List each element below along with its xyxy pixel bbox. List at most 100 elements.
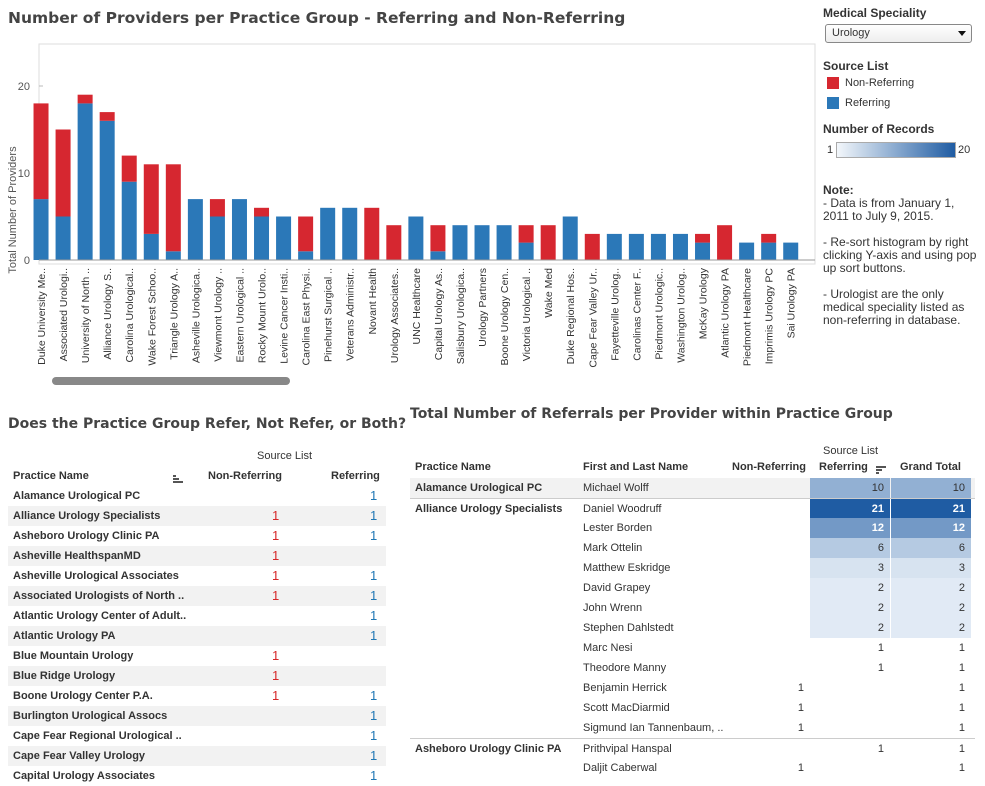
table-row[interactable]: Capital Urology Associates 1: [8, 766, 386, 786]
table-row[interactable]: Stephen Dahlstedt 2 2: [410, 618, 975, 638]
bar-non-referring[interactable]: [540, 225, 556, 260]
bar-referring[interactable]: [320, 207, 336, 260]
table-row[interactable]: Alamance Urological PC Michael Wolff 10 10: [410, 478, 975, 498]
speciality-dropdown[interactable]: Urology: [825, 24, 972, 43]
bar-non-referring[interactable]: [254, 207, 270, 217]
bar-referring[interactable]: [783, 242, 799, 260]
bar-referring[interactable]: [739, 242, 755, 260]
bar-non-referring[interactable]: [143, 164, 159, 234]
category-label[interactable]: Carolina Urological..: [124, 268, 136, 363]
table-row[interactable]: Atlantic Urology PA 1: [8, 626, 386, 646]
bar-referring[interactable]: [33, 199, 49, 260]
bar-referring[interactable]: [518, 242, 534, 260]
table-row[interactable]: Sigmund Ian Tannenbaum, .. 1 1: [410, 718, 975, 738]
bar-referring[interactable]: [55, 216, 71, 261]
right-col-name[interactable]: First and Last Name: [583, 461, 689, 473]
bar-referring[interactable]: [606, 233, 622, 260]
bar-referring[interactable]: [187, 199, 203, 260]
bar-non-referring[interactable]: [77, 94, 93, 104]
table-row[interactable]: Atlantic Urology Center of Adult.. 1: [8, 606, 386, 626]
category-label[interactable]: Wake Forest Schoo..: [146, 268, 158, 366]
left-col-practice[interactable]: Practice Name: [13, 470, 89, 482]
category-label[interactable]: Capital Urology As..: [433, 268, 445, 360]
bar-non-referring[interactable]: [165, 164, 181, 252]
category-label[interactable]: Novant Health: [367, 268, 379, 335]
category-label[interactable]: Levine Cancer Insti..: [279, 268, 291, 364]
bar-referring[interactable]: [143, 233, 159, 260]
table-row[interactable]: Daljit Caberwal 1 1: [410, 758, 975, 778]
category-label[interactable]: Imprimis Urology PC: [764, 268, 776, 365]
table-row[interactable]: Benjamin Herrick 1 1: [410, 678, 975, 698]
category-label[interactable]: Alliance Urology S..: [102, 268, 114, 360]
bar-non-referring[interactable]: [430, 225, 446, 252]
bar-referring[interactable]: [276, 216, 292, 261]
bar-non-referring[interactable]: [386, 225, 402, 260]
chart-horizontal-scrollbar[interactable]: [52, 377, 290, 385]
category-label[interactable]: Pinehurst Surgical ..: [323, 268, 335, 362]
bar-referring[interactable]: [452, 225, 468, 260]
bar-non-referring[interactable]: [518, 225, 534, 243]
table-row[interactable]: Scott MacDiarmid 1 1: [410, 698, 975, 718]
category-label[interactable]: Fayetteville Urolog..: [609, 268, 621, 361]
bar-referring[interactable]: [77, 103, 93, 261]
category-label[interactable]: Rocky Mount Urolo..: [257, 268, 269, 363]
right-col-grand-total[interactable]: Grand Total: [900, 461, 961, 473]
bar-referring[interactable]: [298, 251, 314, 260]
table-row[interactable]: Marc Nesi 1 1: [410, 638, 975, 658]
table-row[interactable]: Blue Mountain Urology 1: [8, 646, 386, 666]
bar-referring[interactable]: [165, 251, 181, 260]
category-label[interactable]: Carolinas Center F..: [631, 268, 643, 361]
bar-non-referring[interactable]: [717, 225, 733, 260]
category-label[interactable]: Asheville Urologica..: [190, 268, 202, 363]
category-label[interactable]: Viewmont Urology ..: [212, 268, 224, 362]
bar-non-referring[interactable]: [55, 129, 71, 217]
table-row[interactable]: Lester Borden 12 12: [410, 518, 975, 538]
category-label[interactable]: Veterans Administr..: [345, 268, 357, 361]
bar-non-referring[interactable]: [584, 233, 600, 260]
bar-referring[interactable]: [650, 233, 666, 260]
category-label[interactable]: University of North ..: [80, 268, 92, 363]
table-row[interactable]: Alliance Urology Specialists Daniel Woodr…: [410, 498, 975, 519]
bar-non-referring[interactable]: [695, 233, 711, 243]
table-row[interactable]: Cape Fear Regional Urological .. 1: [8, 726, 386, 746]
bar-referring[interactable]: [628, 233, 644, 260]
bar-non-referring[interactable]: [209, 199, 225, 217]
bar-referring[interactable]: [231, 199, 247, 260]
bar-referring[interactable]: [474, 225, 490, 260]
left-col-referring[interactable]: Referring: [331, 470, 380, 482]
bar-referring[interactable]: [254, 216, 270, 261]
right-col-practice[interactable]: Practice Name: [415, 461, 491, 473]
category-label[interactable]: Sai Urology PA: [786, 268, 798, 338]
category-label[interactable]: Boone Urology Cen..: [499, 268, 511, 365]
category-label[interactable]: Carolina East Physi..: [301, 268, 313, 365]
legend-item-non-referring[interactable]: Non-Referring: [827, 77, 914, 89]
category-label[interactable]: Atlantic Urology PA: [720, 268, 732, 358]
sort-icon[interactable]: [173, 471, 183, 483]
category-label[interactable]: Urology Associates..: [389, 268, 401, 363]
bar-referring[interactable]: [496, 225, 512, 260]
category-label[interactable]: Duke Regional Hos..: [565, 268, 577, 364]
table-row[interactable]: Asheville Urological Associates 1 1: [8, 566, 386, 586]
bar-non-referring[interactable]: [298, 216, 314, 252]
table-row[interactable]: Boone Urology Center P.A. 1 1: [8, 686, 386, 706]
table-row[interactable]: Asheboro Urology Clinic PA Prithvipal Han…: [410, 738, 975, 759]
table-row[interactable]: Theodore Manny 1 1: [410, 658, 975, 678]
bar-non-referring[interactable]: [99, 112, 115, 121]
table-row[interactable]: Asheboro Urology Clinic PA 1 1: [8, 526, 386, 546]
table-row[interactable]: Cape Fear Valley Urology 1: [8, 746, 386, 766]
table-row[interactable]: Mark Ottelin 6 6: [410, 538, 975, 558]
bar-referring[interactable]: [99, 120, 115, 260]
bar-referring[interactable]: [562, 216, 578, 261]
category-label[interactable]: Wake Med: [543, 268, 555, 318]
category-label[interactable]: Eastern Urological ..: [234, 268, 246, 363]
bar-non-referring[interactable]: [33, 103, 49, 200]
table-row[interactable]: Asheville HealthspanMD 1: [8, 546, 386, 566]
table-row[interactable]: David Grapey 2 2: [410, 578, 975, 598]
left-col-non-referring[interactable]: Non-Referring: [208, 470, 282, 482]
table-row[interactable]: Associated Urologists of North .. 1 1: [8, 586, 386, 606]
right-col-non-referring[interactable]: Non-Referring: [732, 461, 806, 473]
bar-referring[interactable]: [121, 181, 137, 260]
table-row[interactable]: John Wrenn 2 2: [410, 598, 975, 618]
legend-item-referring[interactable]: Referring: [827, 97, 890, 109]
y-axis-label[interactable]: Total Number of Providers: [7, 146, 19, 274]
